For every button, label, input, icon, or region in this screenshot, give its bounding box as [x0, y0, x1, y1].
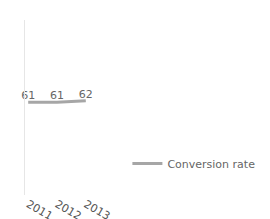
svg-text:Conversion rate: Conversion rate	[167, 158, 255, 171]
svg-text:61: 61	[50, 89, 64, 102]
svg-text:62: 62	[79, 88, 93, 101]
svg-text:2011: 2011	[24, 198, 55, 219]
svg-text:2012: 2012	[53, 198, 84, 219]
svg-text:2013: 2013	[82, 198, 113, 219]
svg-text:61: 61	[21, 89, 35, 102]
